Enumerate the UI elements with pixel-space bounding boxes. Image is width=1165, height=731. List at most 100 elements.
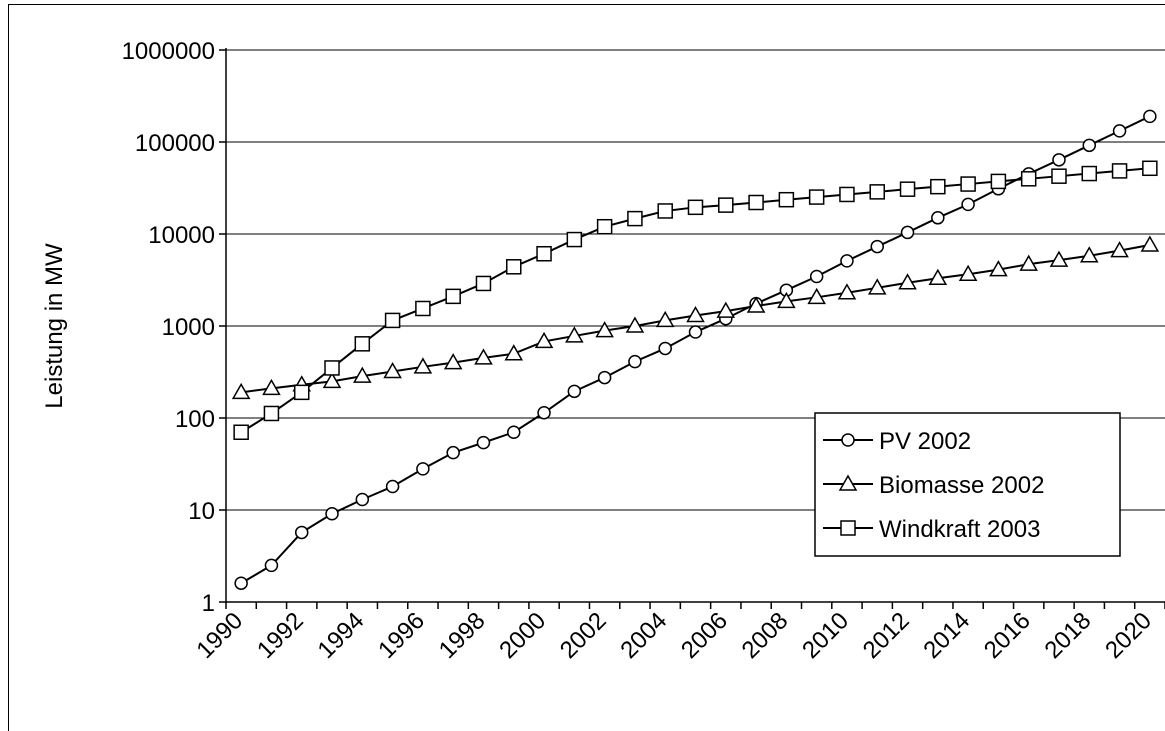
data-point	[534, 331, 554, 349]
data-point	[867, 278, 887, 295]
data-point	[231, 382, 251, 400]
data-point	[1049, 250, 1069, 267]
data-point	[898, 273, 917, 290]
data-point	[688, 325, 703, 339]
legend-item: Windkraft 2003	[823, 516, 1040, 543]
legend-label: PV 2002	[879, 428, 971, 455]
data-point	[746, 296, 766, 313]
x-tick-label: 2016	[979, 607, 1036, 664]
data-point	[567, 384, 582, 399]
data-point	[777, 291, 796, 309]
x-tick-label: 2004	[615, 607, 672, 664]
data-point	[928, 268, 948, 286]
data-point	[565, 326, 584, 343]
y-tick-label: 100000	[135, 130, 215, 157]
data-point	[989, 260, 1008, 277]
data-point	[1142, 160, 1158, 177]
data-point	[354, 336, 371, 352]
data-point	[958, 264, 978, 282]
data-point	[1020, 171, 1037, 187]
data-point	[1081, 165, 1098, 182]
y-tick-labels: 1 10 100 1000 10000 100000 1000000	[122, 38, 215, 617]
data-point	[655, 310, 675, 328]
x-tick-label: 1990	[191, 607, 248, 664]
data-point	[1082, 138, 1097, 153]
data-point	[839, 186, 855, 203]
y-tick-label: 100	[175, 406, 215, 433]
data-point	[1051, 168, 1067, 184]
series	[231, 109, 1160, 590]
data-point	[597, 370, 612, 385]
legend-item: Biomasse 2002	[823, 472, 1044, 499]
data-point	[443, 353, 463, 370]
data-point	[234, 576, 248, 590]
data-point	[413, 357, 433, 374]
data-point	[1111, 163, 1128, 179]
y-tick-label: 1	[202, 590, 215, 617]
data-point	[625, 316, 645, 333]
data-point	[446, 445, 460, 460]
data-point	[325, 507, 339, 521]
data-point	[931, 211, 945, 225]
data-point	[718, 197, 734, 213]
data-point	[899, 181, 916, 197]
data-point	[809, 269, 824, 284]
data-point	[507, 425, 521, 440]
data-point	[353, 366, 372, 383]
data-point	[536, 245, 552, 262]
data-point	[687, 199, 704, 216]
data-point	[322, 371, 342, 389]
x-tick-label: 2008	[737, 607, 794, 664]
x-tick-label: 1994	[313, 607, 370, 664]
data-point	[840, 254, 854, 268]
data-point	[445, 288, 461, 305]
x-tick-label: 2018	[1040, 607, 1097, 664]
legend-marker	[838, 474, 858, 491]
data-point	[475, 275, 492, 292]
x-tick-label: 2020	[1100, 607, 1157, 664]
legend: PV 2002 Biomasse 2002 Windkraft 2003	[814, 412, 1121, 557]
data-point	[1110, 241, 1129, 258]
data-point	[474, 348, 493, 365]
x-tick-label: 2002	[555, 607, 612, 664]
legend-item: PV 2002	[823, 428, 971, 455]
x-tick-label: 1998	[434, 607, 491, 664]
data-point	[596, 218, 613, 235]
y-axis-label: Leistung in MW	[41, 243, 68, 409]
data-point	[537, 406, 551, 420]
axes	[219, 48, 1165, 609]
data-point	[293, 384, 310, 401]
x-tick-label: 2012	[858, 607, 915, 664]
data-point	[566, 231, 583, 248]
x-tick-label: 2014	[918, 607, 975, 664]
data-point	[415, 300, 431, 317]
series-square	[233, 160, 1158, 441]
data-point	[778, 191, 795, 208]
data-point	[716, 301, 736, 318]
legend-label: Biomasse 2002	[879, 472, 1044, 499]
data-point	[869, 184, 885, 200]
data-point	[870, 239, 884, 254]
data-point	[748, 194, 764, 211]
data-point	[263, 405, 280, 422]
data-point	[686, 306, 705, 323]
data-point	[476, 435, 491, 450]
x-tick-label: 2006	[676, 607, 733, 664]
data-point	[930, 178, 946, 195]
data-point	[385, 479, 400, 494]
x-tick-label: 2010	[797, 607, 854, 664]
x-tick-label: 1992	[252, 607, 309, 664]
data-point	[294, 525, 309, 540]
y-tick-label: 1000000	[122, 38, 215, 65]
data-point	[1052, 153, 1066, 167]
data-point	[900, 225, 915, 240]
data-point	[990, 173, 1007, 190]
data-point	[1079, 246, 1099, 263]
x-tick-labels: 1990 1992 1994 1996 1998 2000 2002 2004 2006 2008…	[191, 607, 1157, 664]
data-point	[807, 287, 826, 305]
data-point	[264, 558, 279, 573]
data-point	[416, 462, 430, 476]
data-point	[1112, 124, 1127, 138]
data-point	[384, 312, 401, 329]
